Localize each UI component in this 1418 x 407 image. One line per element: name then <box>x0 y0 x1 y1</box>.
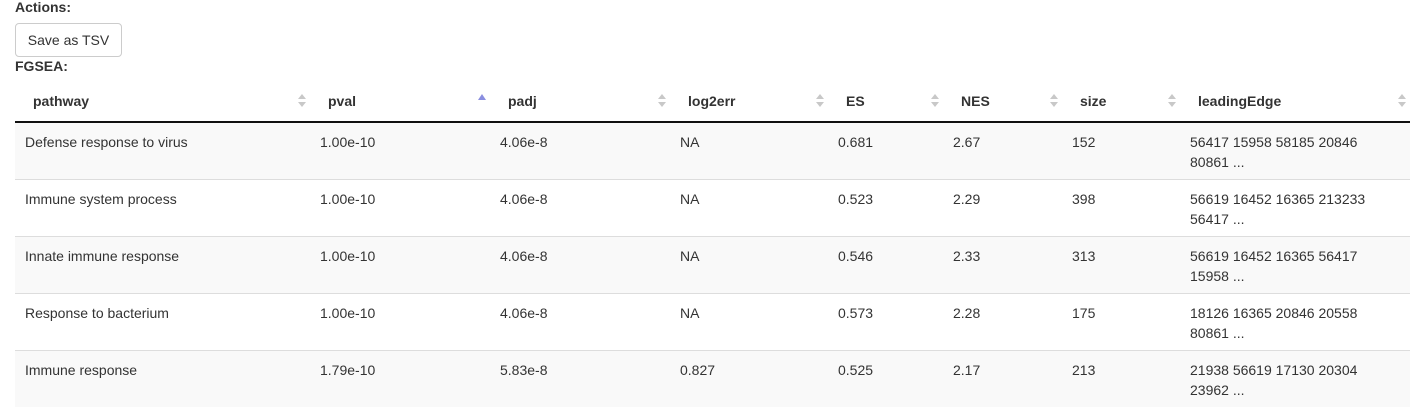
sort-both-icon <box>816 94 824 108</box>
cell-log2err: NA <box>670 292 828 350</box>
cell-es: 0.523 <box>828 178 943 236</box>
column-header-pval[interactable]: pval <box>310 80 490 123</box>
sort-both-icon <box>1398 94 1406 108</box>
cell-nes: 2.33 <box>943 235 1062 293</box>
column-header-label: padj <box>508 92 537 109</box>
column-header-log2err[interactable]: log2err <box>670 80 828 123</box>
table-row[interactable]: Immune response 1.79e-10 5.83e-8 0.827 0… <box>15 349 1410 407</box>
cell-pval: 1.00e-10 <box>310 235 490 293</box>
cell-pathway: Innate immune response <box>15 235 310 293</box>
cell-padj: 4.06e-8 <box>490 235 670 293</box>
table-row[interactable]: Immune system process 1.00e-10 4.06e-8 N… <box>15 178 1410 236</box>
column-header-es[interactable]: ES <box>828 80 943 123</box>
cell-pval: 1.00e-10 <box>310 292 490 350</box>
cell-log2err: NA <box>670 178 828 236</box>
sort-both-icon <box>1168 94 1176 108</box>
cell-pval: 1.00e-10 <box>310 178 490 236</box>
column-header-label: pval <box>328 92 357 109</box>
table-header-row: pathway pval padj log2err ES NES <box>15 80 1410 123</box>
cell-es: 0.525 <box>828 349 943 407</box>
table-row[interactable]: Innate immune response 1.00e-10 4.06e-8 … <box>15 235 1410 293</box>
fgsea-table: pathway pval padj log2err ES NES <box>15 80 1410 407</box>
column-header-size[interactable]: size <box>1062 80 1180 123</box>
column-header-label: leadingEdge <box>1198 92 1282 109</box>
cell-nes: 2.28 <box>943 292 1062 350</box>
cell-log2err: NA <box>670 122 828 179</box>
cell-pval: 1.79e-10 <box>310 349 490 407</box>
fgsea-label: FGSEA: <box>15 58 68 74</box>
column-header-label: pathway <box>33 92 90 109</box>
column-header-label: log2err <box>688 92 736 109</box>
column-header-padj[interactable]: padj <box>490 80 670 123</box>
sort-both-icon <box>658 94 666 108</box>
cell-es: 0.546 <box>828 235 943 293</box>
cell-nes: 2.29 <box>943 178 1062 236</box>
cell-padj: 5.83e-8 <box>490 349 670 407</box>
cell-size: 175 <box>1062 292 1180 350</box>
cell-leadingedge: 18126 16365 20846 20558 80861 ... <box>1180 292 1410 350</box>
save-as-tsv-button[interactable]: Save as TSV <box>15 23 122 57</box>
sort-both-icon <box>931 94 939 108</box>
cell-size: 152 <box>1062 122 1180 179</box>
column-header-nes[interactable]: NES <box>943 80 1062 123</box>
cell-log2err: 0.827 <box>670 349 828 407</box>
cell-leadingedge: 56619 16452 16365 213233 56417 ... <box>1180 178 1410 236</box>
cell-pathway: Immune response <box>15 349 310 407</box>
cell-nes: 2.17 <box>943 349 1062 407</box>
cell-size: 213 <box>1062 349 1180 407</box>
cell-log2err: NA <box>670 235 828 293</box>
cell-leadingedge: 56619 16452 16365 56417 15958 ... <box>1180 235 1410 293</box>
cell-leadingedge: 21938 56619 17130 20304 23962 ... <box>1180 349 1410 407</box>
column-header-leadingedge[interactable]: leadingEdge <box>1180 80 1410 123</box>
cell-pathway: Immune system process <box>15 178 310 236</box>
sort-both-icon <box>1050 94 1058 108</box>
cell-leadingedge: 56417 15958 58185 20846 80861 ... <box>1180 122 1410 179</box>
cell-size: 313 <box>1062 235 1180 293</box>
cell-es: 0.573 <box>828 292 943 350</box>
cell-es: 0.681 <box>828 122 943 179</box>
cell-size: 398 <box>1062 178 1180 236</box>
cell-padj: 4.06e-8 <box>490 292 670 350</box>
column-header-label: ES <box>846 92 865 109</box>
cell-pval: 1.00e-10 <box>310 122 490 179</box>
column-header-pathway[interactable]: pathway <box>15 80 310 123</box>
sort-both-icon <box>298 94 306 108</box>
cell-padj: 4.06e-8 <box>490 122 670 179</box>
column-header-label: size <box>1080 92 1107 109</box>
table-row[interactable]: Response to bacterium 1.00e-10 4.06e-8 N… <box>15 292 1410 350</box>
actions-label: Actions: <box>15 0 71 15</box>
table-row[interactable]: Defense response to virus 1.00e-10 4.06e… <box>15 122 1410 179</box>
cell-pathway: Response to bacterium <box>15 292 310 350</box>
column-header-label: NES <box>961 92 990 109</box>
cell-pathway: Defense response to virus <box>15 122 310 179</box>
cell-padj: 4.06e-8 <box>490 178 670 236</box>
sort-ascending-icon <box>478 94 486 102</box>
cell-nes: 2.67 <box>943 122 1062 179</box>
